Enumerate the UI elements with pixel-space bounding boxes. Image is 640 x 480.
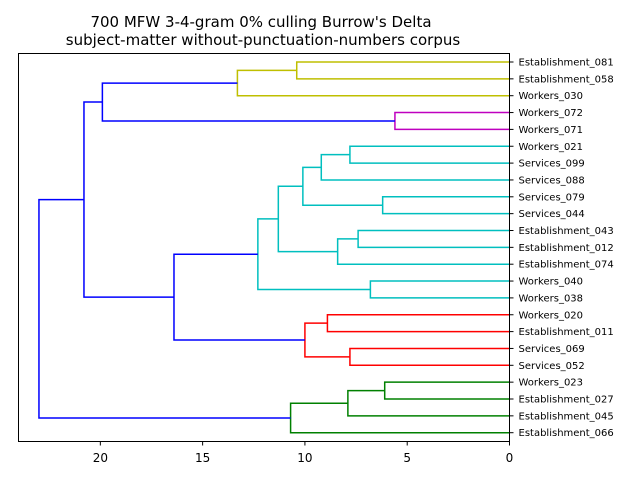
dendrogram-link — [277, 185, 338, 253]
chart-title-line-2: subject-matter without-punctuation-numbe… — [66, 31, 461, 49]
dendrogram-link — [347, 389, 510, 417]
leaf-label: Establishment_058 — [519, 74, 614, 85]
dendrogram-link — [383, 381, 510, 400]
dendrogram-link — [304, 322, 350, 358]
dendrogram-link — [83, 101, 174, 298]
leaf-labels: Establishment_081 Establishment_058 Worker… — [509, 58, 614, 439]
dendrogram-link — [349, 347, 510, 367]
leaf-label: Services_088 — [519, 175, 585, 186]
dendrogram-link — [336, 238, 510, 265]
leaf-label: Services_052 — [519, 361, 585, 372]
leaf-label: Workers_071 — [519, 125, 584, 136]
x-tick-label: 20 — [93, 451, 108, 465]
x-tick-label: 10 — [297, 451, 312, 465]
dendrogram-link — [326, 314, 510, 333]
x-tick-label: 15 — [195, 451, 210, 465]
leaf-label: Services_099 — [519, 159, 585, 170]
x-axis-ticks: 20 15 10 5 0 — [93, 441, 514, 465]
leaf-label: Establishment_074 — [519, 260, 614, 271]
x-tick-label: 0 — [506, 451, 514, 465]
leaf-label: Workers_030 — [519, 91, 584, 102]
dendrogram-link — [236, 69, 510, 97]
dendrogram-link — [257, 218, 371, 291]
leaf-label: Services_069 — [519, 344, 585, 355]
leaf-label: Services_044 — [519, 209, 585, 220]
dendrogram-link — [381, 196, 510, 215]
dendrogram-link — [394, 111, 510, 131]
dendrogram-link — [101, 82, 395, 122]
leaf-label: Workers_038 — [519, 293, 584, 304]
leaf-label: Establishment_012 — [519, 243, 614, 254]
leaf-label: Establishment_043 — [519, 226, 614, 237]
dendrogram-link — [349, 145, 510, 164]
leaf-label: Workers_072 — [519, 108, 584, 119]
leaf-label: Establishment_066 — [519, 428, 614, 439]
chart-title-line-1: 700 MFW 3-4-gram 0% culling Burrow's Del… — [90, 13, 431, 31]
leaf-label: Workers_020 — [519, 310, 584, 321]
leaf-label: Services_079 — [519, 192, 585, 203]
leaf-label: Workers_040 — [519, 277, 584, 288]
dendrogram-link — [357, 229, 510, 249]
dendrogram-link — [295, 61, 510, 80]
leaf-label: Establishment_081 — [519, 58, 614, 69]
dendrogram-link — [38, 198, 291, 419]
dendrogram-link — [173, 253, 305, 341]
dendrogram-link — [369, 280, 510, 299]
dendrogram-link — [302, 166, 383, 206]
leaf-label: Workers_021 — [519, 142, 584, 153]
leaf-label: Establishment_045 — [519, 411, 614, 422]
x-tick-label: 5 — [403, 451, 411, 465]
dendrogram-links — [38, 61, 510, 434]
leaf-label: Establishment_011 — [519, 327, 614, 338]
leaf-label: Establishment_027 — [519, 395, 614, 406]
leaf-label: Workers_023 — [519, 378, 584, 389]
dendrogram-link — [289, 402, 510, 434]
